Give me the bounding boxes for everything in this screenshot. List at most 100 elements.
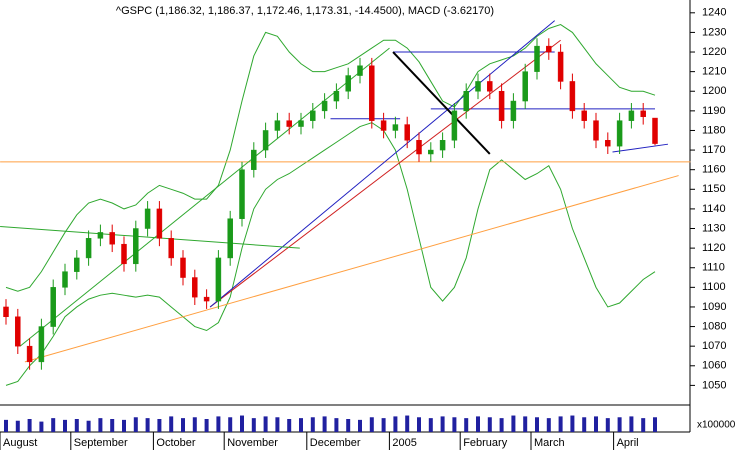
trendline bbox=[209, 20, 556, 308]
x-tick-label: March bbox=[534, 437, 565, 449]
y-tick-label: 1160 bbox=[702, 164, 726, 176]
candle-body bbox=[522, 71, 528, 102]
candle-body bbox=[192, 277, 198, 298]
volume-bar bbox=[287, 419, 292, 432]
candle-body bbox=[569, 81, 576, 112]
candle-body bbox=[451, 110, 458, 141]
candle-body bbox=[581, 110, 587, 121]
candle-body bbox=[26, 345, 33, 363]
candle-body bbox=[557, 51, 564, 82]
volume-bar bbox=[181, 418, 185, 432]
volume-bar bbox=[464, 418, 469, 432]
y-tick-label: 1070 bbox=[702, 340, 726, 352]
trendline bbox=[209, 39, 561, 308]
volume-bar bbox=[428, 418, 433, 432]
candle-body bbox=[203, 296, 210, 302]
volume-bar bbox=[4, 419, 8, 432]
candle-body bbox=[546, 45, 552, 53]
volume-bar bbox=[381, 418, 386, 432]
candle-body bbox=[404, 124, 410, 141]
volume-bar bbox=[15, 420, 20, 432]
x-tick-label: April bbox=[617, 437, 639, 449]
volume-bar bbox=[641, 418, 646, 432]
y-tick-label: 1140 bbox=[702, 203, 726, 215]
upper-band bbox=[5, 24, 656, 292]
x-tick-label: 2005 bbox=[392, 437, 416, 449]
y-tick-label: 1130 bbox=[702, 222, 726, 234]
y-tick-label: 1150 bbox=[702, 183, 726, 195]
candle-body bbox=[227, 218, 233, 259]
y-tick-label: 1230 bbox=[702, 26, 726, 38]
volume-bar bbox=[310, 417, 315, 432]
volume-bar bbox=[511, 415, 516, 432]
volume-bar bbox=[417, 417, 421, 432]
candle-body bbox=[616, 120, 623, 147]
y-tick-label: 1180 bbox=[702, 124, 726, 136]
candle-body bbox=[640, 110, 646, 117]
volume-unit: x100000 bbox=[697, 420, 736, 431]
trendline bbox=[612, 143, 669, 153]
candle-body bbox=[168, 238, 174, 259]
volume-bar bbox=[499, 418, 504, 432]
candle-body bbox=[50, 287, 56, 327]
trendline bbox=[392, 51, 491, 155]
volume-bar bbox=[546, 418, 551, 432]
candle-body bbox=[156, 208, 163, 239]
candle-body bbox=[97, 232, 104, 239]
y-tick-label: 1060 bbox=[702, 360, 726, 372]
candle-body bbox=[498, 90, 505, 121]
candle-body bbox=[180, 257, 186, 278]
volume-bar bbox=[51, 418, 56, 432]
candle-body bbox=[475, 81, 481, 92]
candle-body bbox=[369, 65, 375, 121]
y-tick-label: 1100 bbox=[702, 281, 726, 293]
x-tick-label: February bbox=[463, 437, 508, 449]
volume-bar bbox=[653, 417, 657, 432]
candle-body bbox=[333, 90, 340, 102]
candle-body bbox=[593, 120, 599, 141]
volume-bar bbox=[393, 416, 398, 432]
volume-bar bbox=[263, 416, 268, 432]
candle-body bbox=[392, 124, 399, 131]
candle-body bbox=[38, 326, 45, 363]
y-tick-label: 1080 bbox=[702, 320, 726, 332]
y-tick-label: 1110 bbox=[702, 262, 725, 274]
y-tick-label: 1220 bbox=[702, 46, 726, 58]
volume-bar bbox=[122, 419, 126, 432]
candle-body bbox=[109, 232, 115, 245]
candle-body bbox=[215, 257, 222, 302]
x-tick-label: October bbox=[156, 437, 195, 449]
chart-title: ^GSPC (1,186.32, 1,186.37, 1,172.46, 1,1… bbox=[116, 5, 494, 17]
y-tick-label: 1050 bbox=[702, 379, 726, 391]
candle-body bbox=[121, 243, 127, 265]
x-tick-label: November bbox=[227, 437, 278, 449]
candle-body bbox=[510, 100, 517, 121]
volume-bar bbox=[322, 416, 327, 432]
volume-bar bbox=[169, 416, 174, 432]
candle-body bbox=[62, 271, 68, 288]
candle-body bbox=[133, 228, 139, 265]
volume-bar bbox=[594, 416, 598, 432]
volume-bar bbox=[74, 419, 79, 432]
candle-body bbox=[628, 110, 635, 121]
y-tick-label: 1120 bbox=[702, 242, 726, 254]
x-tick-label: December bbox=[310, 437, 361, 449]
y-tick-label: 1170 bbox=[702, 144, 726, 156]
candle-body bbox=[298, 120, 304, 127]
volume-bar bbox=[240, 415, 244, 432]
volume-bar bbox=[145, 418, 150, 432]
candle-body bbox=[439, 140, 446, 151]
candle-body bbox=[652, 117, 658, 144]
volume-bar bbox=[133, 417, 138, 432]
candle-body bbox=[3, 306, 9, 318]
candle-body bbox=[239, 169, 245, 219]
volume-bar bbox=[440, 416, 445, 432]
candle-body bbox=[357, 65, 363, 76]
candle-body bbox=[310, 110, 316, 121]
candle-body bbox=[321, 100, 328, 112]
candle-body bbox=[15, 316, 21, 347]
volume-bar bbox=[582, 417, 587, 432]
volume-bar bbox=[629, 416, 634, 432]
candle-body bbox=[380, 120, 387, 131]
volume-bar bbox=[346, 419, 351, 432]
